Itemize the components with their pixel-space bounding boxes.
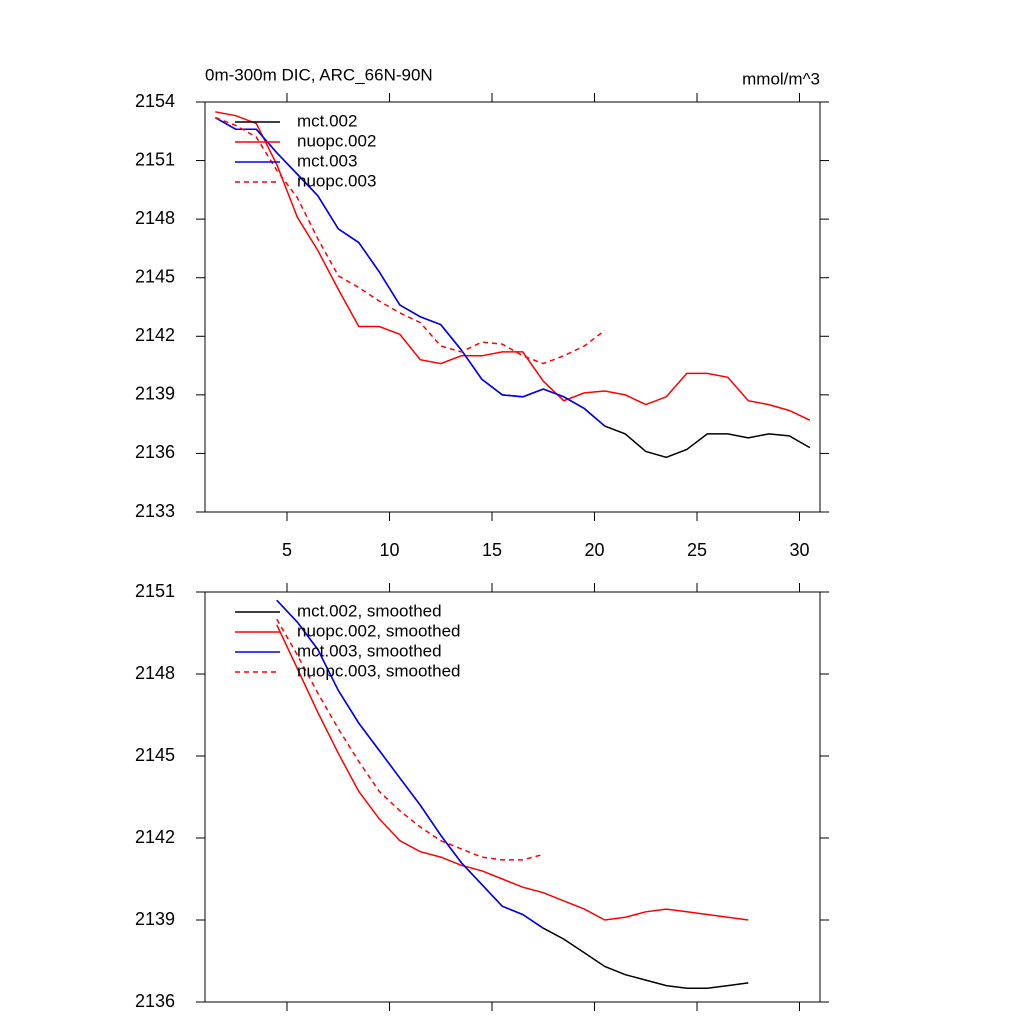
units-label: mmol/m^3 <box>742 69 820 88</box>
plot-frame <box>204 101 821 513</box>
data-line <box>215 116 606 365</box>
y-tick-label: 2151 <box>135 149 175 169</box>
legend-label: nuopc.003, smoothed <box>297 661 461 680</box>
y-tick-label: 2148 <box>135 208 175 228</box>
y-tick-label: 2139 <box>135 384 175 404</box>
data-line <box>214 116 606 427</box>
y-tick-label: 2139 <box>135 909 175 929</box>
x-tick-label: 5 <box>282 540 292 560</box>
legend-label: mct.003, smoothed <box>297 641 442 660</box>
panel: 2136 2139 2142 2145 2148 2151 mct.002, smoothe… <box>135 581 829 1011</box>
panel: 2133 2136 2139 2142 2145 2148 2151 2154 5 10 15 20 2… <box>135 65 829 560</box>
y-tick-label: 2136 <box>135 991 175 1011</box>
data-line <box>276 599 544 929</box>
x-tick-label: 10 <box>379 540 399 560</box>
y-tick-label: 2142 <box>135 325 175 345</box>
legend-label: nuopc.002, smoothed <box>297 621 461 640</box>
legend-label: nuopc.003 <box>297 171 376 190</box>
y-tick-label: 2145 <box>135 745 175 765</box>
x-tick-label: 25 <box>687 540 707 560</box>
y-tick-label: 2151 <box>135 581 175 601</box>
x-tick-label: 15 <box>482 540 502 560</box>
y-tick-label: 2142 <box>135 827 175 847</box>
data-line <box>276 618 544 861</box>
legend-label: mct.002 <box>297 111 357 130</box>
legend-label: nuopc.002 <box>297 131 376 150</box>
y-tick-label: 2133 <box>135 501 175 521</box>
y-tick-label: 2154 <box>135 91 175 111</box>
y-tick-label: 2148 <box>135 663 175 683</box>
x-tick-label: 20 <box>584 540 604 560</box>
x-tick-label: 30 <box>789 540 809 560</box>
data-line <box>215 111 811 421</box>
legend-label: mct.002, smoothed <box>297 601 442 620</box>
y-tick-label: 2145 <box>135 266 175 286</box>
data-line <box>276 624 749 921</box>
y-tick-label: 2136 <box>135 442 175 462</box>
plot-frame <box>204 591 821 1003</box>
legend-label: mct.003 <box>297 151 357 170</box>
chart-title: 0m-300m DIC, ARC_66N-90N <box>205 65 433 84</box>
